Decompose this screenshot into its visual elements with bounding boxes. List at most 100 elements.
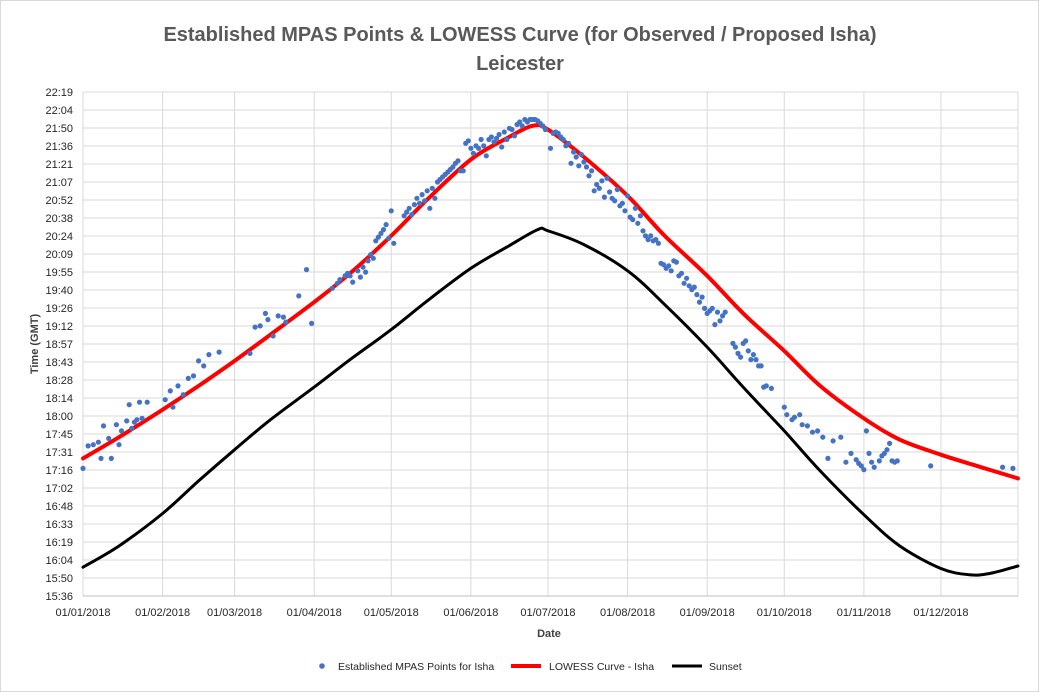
mpas-point <box>596 185 602 191</box>
mpas-point <box>406 205 412 211</box>
mpas-point <box>894 458 900 464</box>
mpas-point <box>645 237 651 243</box>
mpas-point <box>350 279 356 285</box>
mpas-point <box>380 227 387 233</box>
mpas-point <box>594 181 600 188</box>
y-tick-label: 19:12 <box>45 321 73 333</box>
mpas-point <box>717 318 723 324</box>
mpas-point <box>581 159 587 165</box>
mpas-point <box>578 151 584 158</box>
mpas-point <box>80 465 86 471</box>
mpas-point <box>599 178 605 184</box>
mpas-point <box>696 299 703 305</box>
mpas-point <box>136 399 143 405</box>
mpas-point <box>720 313 726 319</box>
mpas-point <box>280 314 286 320</box>
mpas-point <box>540 123 546 129</box>
mpas-point <box>604 175 610 181</box>
x-tick-label: 01/01/2018 <box>55 607 110 619</box>
mpas-point <box>571 149 577 155</box>
mpas-point <box>686 283 692 289</box>
mpas-point <box>517 119 523 125</box>
mpas-point <box>167 388 173 394</box>
mpas-point <box>509 126 515 133</box>
mpas-point <box>632 205 638 211</box>
mpas-point <box>858 463 864 469</box>
mpas-point <box>270 333 276 339</box>
mpas-point <box>619 200 626 206</box>
mpas-point <box>738 354 744 360</box>
mpas-point <box>144 399 150 405</box>
mpas-point <box>887 440 893 446</box>
mpas-point <box>583 164 590 170</box>
y-tick-label: 17:31 <box>45 447 73 459</box>
mpas-point <box>175 383 181 389</box>
mpas-point <box>483 153 489 159</box>
mpas-point <box>252 324 258 330</box>
mpas-point <box>129 425 135 431</box>
mpas-point <box>830 438 836 444</box>
x-tick-label: 01/04/2018 <box>287 607 342 619</box>
mpas-point <box>797 412 803 418</box>
mpas-point <box>118 428 125 434</box>
mpas-point <box>928 463 934 469</box>
mpas-point <box>283 319 289 325</box>
mpas-point <box>347 273 353 279</box>
mpas-point <box>853 457 859 463</box>
mpas-point <box>784 412 790 418</box>
mpas-point <box>614 186 620 193</box>
x-tick-label: 01/11/2018 <box>837 607 891 619</box>
mpas-point <box>206 352 212 358</box>
x-tick-label: 01/09/2018 <box>680 607 735 619</box>
mpas-point <box>468 145 474 151</box>
mpas-point <box>712 322 718 328</box>
mpas-point <box>753 357 759 363</box>
mpas-point <box>511 133 518 139</box>
mpas-point <box>714 309 721 315</box>
mpas-point <box>427 205 433 211</box>
mpas-point <box>702 305 708 311</box>
y-tick-label: 20:09 <box>45 249 73 261</box>
mpas-point <box>881 450 888 456</box>
x-tick-label: 01/10/2018 <box>757 607 812 619</box>
mpas-point <box>684 275 690 281</box>
mpas-point <box>573 154 579 160</box>
y-tick-label: 22:04 <box>45 105 73 117</box>
x-tick-label: 01/05/2018 <box>364 607 419 619</box>
mpas-point <box>422 198 428 204</box>
mpas-point <box>838 434 844 440</box>
x-axis-ticks: 01/01/2018 01/02/2018 01/03/2018 01/04/2018… <box>55 607 968 619</box>
mpas-point <box>815 428 821 434</box>
mpas-point <box>607 189 613 195</box>
y-axis-ticks: 22:19 22:04 21:50 21:36 21:21 21:07 20:52 20:38… <box>45 87 73 603</box>
mpas-point <box>388 208 394 214</box>
mpas-point <box>424 188 430 194</box>
mpas-point <box>465 138 471 144</box>
mpas-point <box>499 144 505 150</box>
y-tick-label: 16:04 <box>45 555 73 567</box>
mpas-point <box>478 136 484 143</box>
mpas-point <box>201 363 207 369</box>
mpas-point <box>825 455 831 461</box>
mpas-point <box>565 140 572 146</box>
mpas-point <box>303 267 310 273</box>
mpas-point <box>139 415 145 421</box>
mpas-point <box>750 352 757 358</box>
mpas-point <box>781 404 787 410</box>
mpas-point <box>591 188 597 194</box>
mpas-point <box>1000 464 1006 470</box>
mpas-point <box>162 397 168 403</box>
mpas-point <box>95 439 101 445</box>
mpas-point <box>190 373 197 379</box>
mpas-point <box>732 344 739 350</box>
chart-title: Established MPAS Points & LOWESS Curve (… <box>163 24 876 46</box>
mpas-point <box>106 435 112 441</box>
mpas-point <box>668 268 674 274</box>
mpas-point <box>404 209 410 215</box>
y-tick-label: 18:28 <box>45 375 73 387</box>
y-tick-label: 15:50 <box>45 573 73 585</box>
mpas-point <box>419 192 425 198</box>
mpas-point <box>414 195 420 201</box>
mpas-point <box>876 458 882 464</box>
mpas-point <box>863 428 870 434</box>
